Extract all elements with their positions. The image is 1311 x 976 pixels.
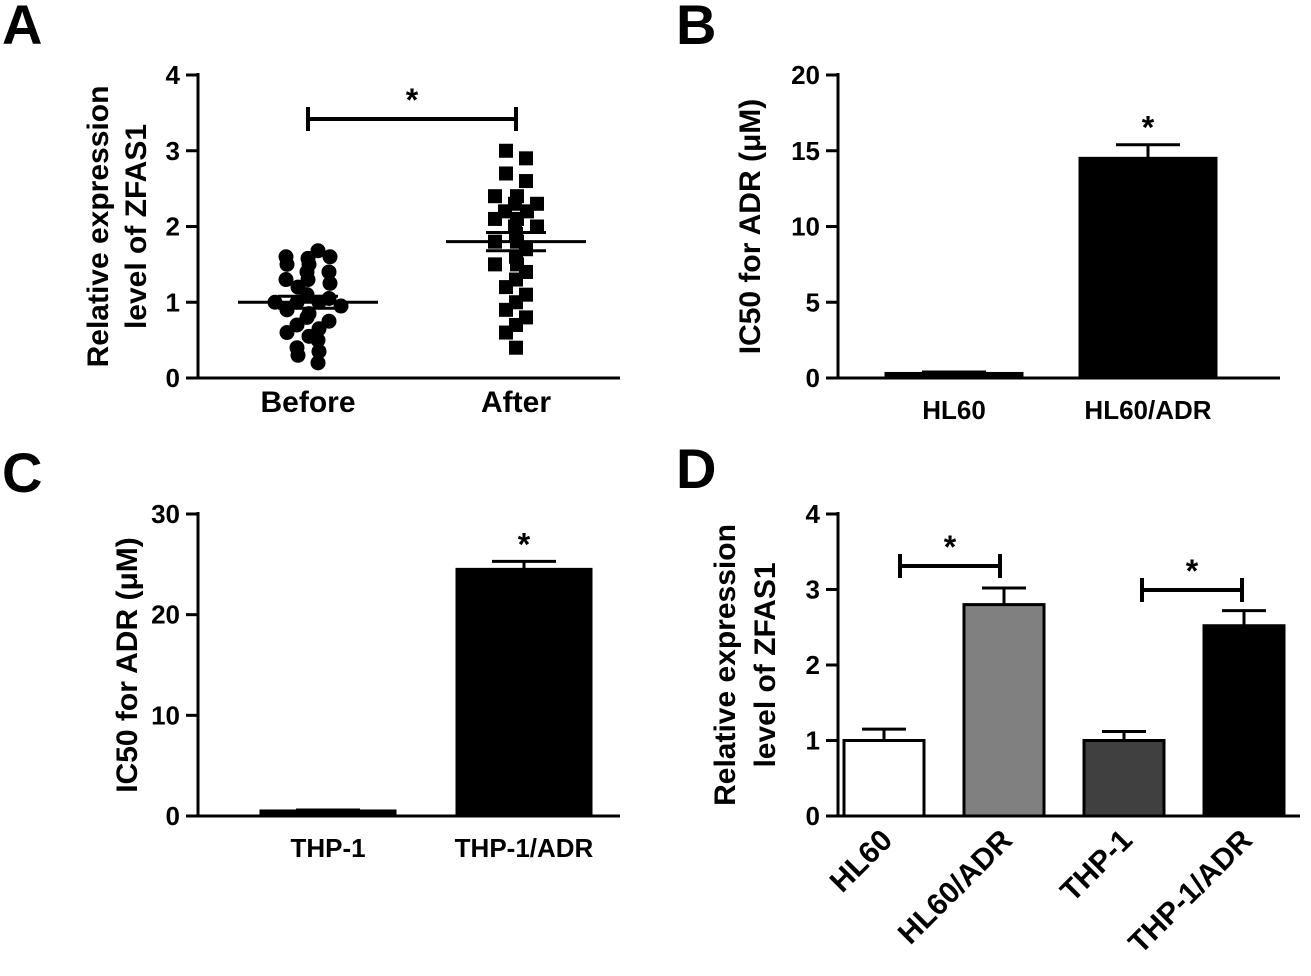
data-point-after xyxy=(519,151,533,166)
panel-letter-b: B xyxy=(676,0,716,56)
panel-d-bar-chart: 0 1 2 3 4 Relative expression level of ZFAS1 HL… xyxy=(709,499,1300,960)
y-tick-label: 3 xyxy=(806,575,820,605)
data-point-after xyxy=(499,166,513,181)
bar xyxy=(962,603,1046,818)
panel-letter-d: D xyxy=(676,437,716,500)
data-point-before xyxy=(278,272,294,288)
significance-star: * xyxy=(1186,553,1199,589)
y-axis-label: IC50 for ADR (μM) xyxy=(111,537,144,793)
y-tick-label: 1 xyxy=(806,726,820,756)
x-category-label: HL60 xyxy=(824,824,899,899)
bar xyxy=(1078,156,1218,380)
y-tick-label: 0 xyxy=(806,801,820,831)
data-point-after xyxy=(509,340,523,355)
significance-star: * xyxy=(406,82,419,118)
data-point-after xyxy=(519,174,533,189)
y-axis-label: Relative expression xyxy=(709,524,742,806)
y-axis-label: IC50 for ADR (μM) xyxy=(734,99,767,355)
y-tick-label: 15 xyxy=(791,136,820,166)
data-point-before xyxy=(278,249,294,265)
y-axis-label: level of ZFAS1 xyxy=(749,562,782,767)
data-point-after xyxy=(519,287,533,302)
panel-letter-a: A xyxy=(2,0,42,56)
data-point-before xyxy=(310,243,326,259)
y-tick-label: 20 xyxy=(791,60,820,90)
panel-a-scatter: 0 1 2 3 4 Relative expression level of ZFAS1 Be… xyxy=(82,60,620,419)
x-category-label: After xyxy=(481,386,551,419)
y-tick-label: 30 xyxy=(151,499,180,529)
data-point-before xyxy=(322,249,338,265)
data-point-before xyxy=(311,343,327,359)
data-point-after xyxy=(488,257,502,272)
y-tick-label: 1 xyxy=(166,287,180,317)
data-point-before xyxy=(321,264,337,280)
bar xyxy=(455,567,593,818)
y-tick-label: 10 xyxy=(791,212,820,242)
x-category-label: THP-1 xyxy=(1054,824,1139,909)
data-point-after xyxy=(499,143,513,158)
data-point-before xyxy=(322,275,338,291)
data-point-before xyxy=(289,340,305,356)
y-tick-label: 2 xyxy=(166,212,180,242)
bar xyxy=(1202,624,1286,818)
significance-star: * xyxy=(1142,110,1155,146)
data-point-after xyxy=(530,219,544,234)
bar xyxy=(259,809,397,818)
y-tick-label: 5 xyxy=(806,287,820,317)
y-tick-label: 0 xyxy=(166,363,180,393)
bar xyxy=(1082,739,1166,818)
data-point-after xyxy=(510,189,524,204)
data-point-after xyxy=(519,310,533,325)
panel-b-bar-chart: 0 5 10 15 20 IC50 for ADR (μM) HL60 HL60/ADR * xyxy=(734,60,1280,425)
y-axis-label: level of ZFAS1 xyxy=(120,124,153,329)
bar xyxy=(842,739,926,818)
x-category-label: Before xyxy=(260,386,355,419)
x-category-label: THP-1/ADR xyxy=(1122,823,1259,960)
bar xyxy=(884,371,1024,380)
x-category-label: THP-1 xyxy=(290,833,365,863)
significance-star: * xyxy=(518,526,531,562)
x-category-label: THP-1/ADR xyxy=(455,833,594,863)
panel-letter-c: C xyxy=(2,441,42,504)
x-category-label: HL60/ADR xyxy=(892,823,1019,950)
x-category-label: HL60 xyxy=(922,395,986,425)
y-tick-label: 4 xyxy=(166,60,181,90)
y-tick-label: 0 xyxy=(806,363,820,393)
y-tick-label: 0 xyxy=(166,801,180,831)
data-point-after xyxy=(488,189,502,204)
x-category-label: HL60/ADR xyxy=(1084,395,1211,425)
data-point-before xyxy=(301,306,317,322)
data-point-before xyxy=(310,355,326,371)
y-tick-label: 20 xyxy=(151,600,180,630)
y-axis-label: Relative expression xyxy=(82,86,115,368)
y-tick-label: 3 xyxy=(166,136,180,166)
data-point-after xyxy=(530,196,544,211)
y-tick-label: 4 xyxy=(806,499,821,529)
significance-star: * xyxy=(944,529,957,565)
y-tick-label: 2 xyxy=(806,650,820,680)
data-point-before xyxy=(321,313,337,329)
y-tick-label: 10 xyxy=(151,700,180,730)
